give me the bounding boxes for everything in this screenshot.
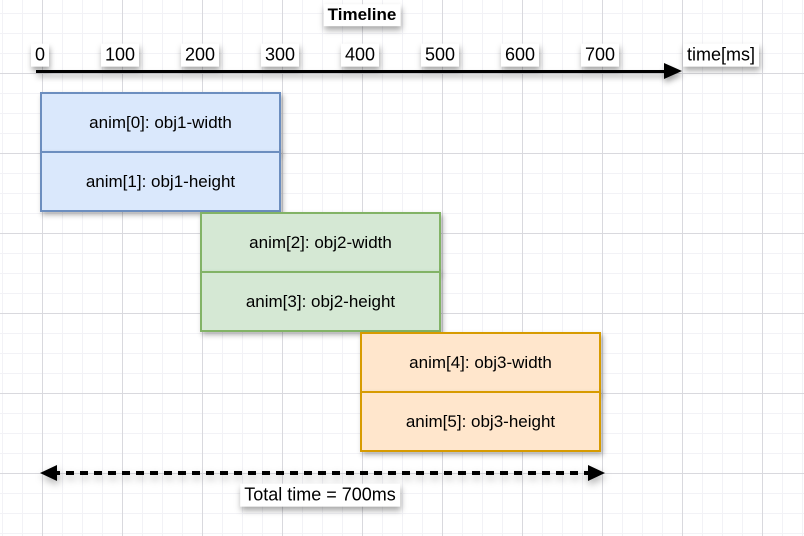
arrow-right-head-icon bbox=[588, 465, 605, 481]
diagram-title: Timeline bbox=[323, 4, 401, 26]
timeline-bar: anim[3]: obj2-height bbox=[200, 271, 441, 332]
dashed-line bbox=[52, 471, 593, 475]
axis-tick-label: 700 bbox=[580, 43, 620, 67]
axis-tick-label: 500 bbox=[420, 43, 460, 67]
axis-tick-label: 0 bbox=[30, 43, 50, 67]
timeline-bar: anim[0]: obj1-width bbox=[40, 92, 281, 153]
arrow-left-head-icon bbox=[40, 465, 57, 481]
timeline-bar: anim[5]: obj3-height bbox=[360, 391, 601, 452]
timeline-bar: anim[4]: obj3-width bbox=[360, 332, 601, 393]
axis-tick-label: 200 bbox=[180, 43, 220, 67]
timeline-axis-arrowhead-icon bbox=[664, 63, 682, 79]
timeline-bar: anim[2]: obj2-width bbox=[200, 212, 441, 273]
timeline-axis-line bbox=[36, 70, 666, 73]
axis-tick-label: 400 bbox=[340, 43, 380, 67]
axis-tick-label: 100 bbox=[100, 43, 140, 67]
total-time-label: Total time = 700ms bbox=[240, 483, 400, 507]
timeline-bar: anim[1]: obj1-height bbox=[40, 151, 281, 212]
total-time-arrow bbox=[40, 465, 605, 481]
axis-tick-label: 300 bbox=[260, 43, 300, 67]
axis-tick-label: 600 bbox=[500, 43, 540, 67]
axis-unit-label: time[ms] bbox=[682, 43, 760, 67]
